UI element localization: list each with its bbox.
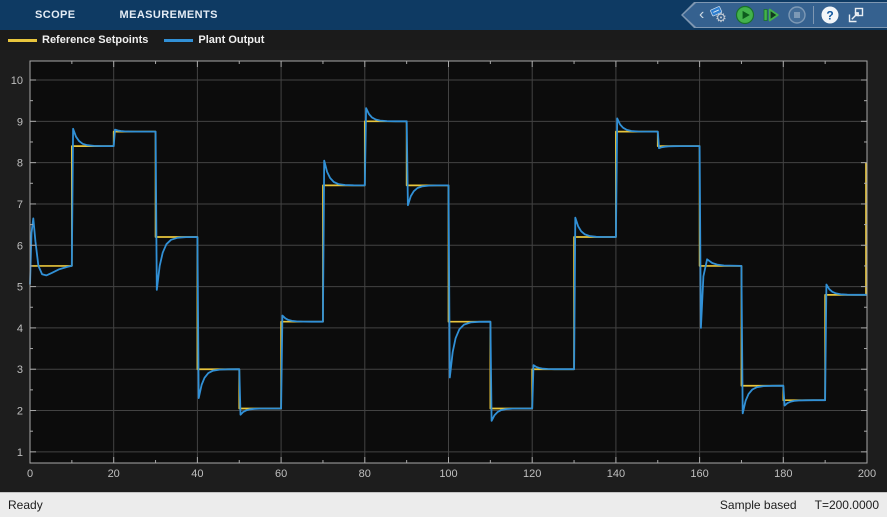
svg-text:200: 200 xyxy=(858,468,876,480)
legend-label: Reference Setpoints xyxy=(42,34,149,46)
svg-text:10: 10 xyxy=(11,75,23,87)
svg-text:1: 1 xyxy=(17,447,23,459)
svg-text:7: 7 xyxy=(17,199,23,211)
legend-label: Plant Output xyxy=(198,34,265,46)
popout-button[interactable] xyxy=(843,3,869,27)
toolbar: ‹ ⚙ xyxy=(681,2,887,28)
legend-item-plant-output[interactable]: Plant Output xyxy=(164,34,264,46)
svg-text:20: 20 xyxy=(108,468,120,480)
help-icon: ? xyxy=(821,6,839,24)
help-button[interactable]: ? xyxy=(817,3,843,27)
svg-text:2: 2 xyxy=(17,406,23,418)
svg-text:4: 4 xyxy=(17,323,23,335)
svg-text:120: 120 xyxy=(523,468,541,480)
play-icon xyxy=(736,5,755,25)
status-time: T=200.0000 xyxy=(814,498,879,512)
svg-text:140: 140 xyxy=(607,468,625,480)
svg-text:80: 80 xyxy=(359,468,371,480)
run-button[interactable] xyxy=(732,3,758,27)
stop-button[interactable] xyxy=(784,3,810,27)
svg-text:100: 100 xyxy=(439,468,457,480)
step-forward-icon xyxy=(763,8,780,22)
legend-line-swatch-blue xyxy=(164,38,194,42)
settings-button[interactable]: ⚙ xyxy=(706,3,732,27)
legend-item-reference-setpoints[interactable]: Reference Setpoints xyxy=(8,34,148,46)
popout-icon xyxy=(849,7,864,23)
status-bar: Ready Sample based T=200.0000 xyxy=(0,492,887,517)
step-forward-button[interactable] xyxy=(758,3,784,27)
status-sample-mode: Sample based xyxy=(719,498,797,512)
svg-text:180: 180 xyxy=(774,468,792,480)
svg-text:⚙: ⚙ xyxy=(716,11,728,25)
legend-line-swatch-yellow xyxy=(8,38,37,42)
tab-scope[interactable]: SCOPE xyxy=(35,9,76,21)
svg-text:160: 160 xyxy=(690,468,708,480)
tab-bar: SCOPE MEASUREMENTS ‹ ⚙ xyxy=(0,0,887,30)
svg-text:3: 3 xyxy=(17,364,23,376)
svg-text:60: 60 xyxy=(275,468,287,480)
stop-icon xyxy=(788,6,807,24)
plot-area: 0 20 40 60 80 100 120 140 160 180 200 1 2 3 4 5 6 7 8 9 10 xyxy=(0,50,887,492)
svg-text:5: 5 xyxy=(17,282,23,294)
chevron-left-icon[interactable]: ‹ xyxy=(699,6,705,23)
toolbar-separator xyxy=(813,6,815,24)
svg-text:9: 9 xyxy=(17,116,23,128)
svg-text:?: ? xyxy=(827,8,834,22)
settings-gear-tag-icon: ⚙ xyxy=(710,6,728,25)
status-ready: Ready xyxy=(8,498,43,512)
legend-bar: Reference Setpoints Plant Output xyxy=(0,30,887,50)
svg-text:8: 8 xyxy=(17,158,23,170)
svg-text:0: 0 xyxy=(27,468,33,480)
svg-text:6: 6 xyxy=(17,240,23,252)
tab-measurements[interactable]: MEASUREMENTS xyxy=(119,9,218,21)
svg-text:40: 40 xyxy=(191,468,203,480)
